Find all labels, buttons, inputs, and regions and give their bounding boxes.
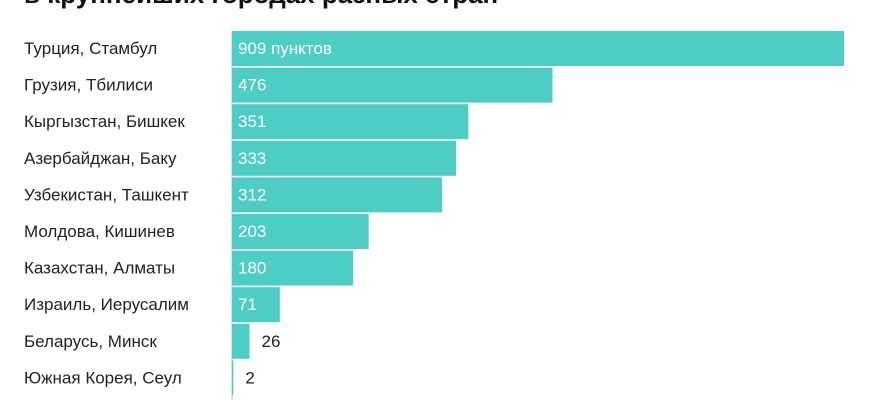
bar xyxy=(232,31,844,66)
category-label: Грузия, Тбилиси xyxy=(24,76,153,95)
value-label: 203 xyxy=(238,222,266,241)
category-label: Кыргызстан, Бишкек xyxy=(24,112,185,131)
bar xyxy=(232,67,553,103)
category-label: Беларусь, Минск xyxy=(24,332,157,351)
bar xyxy=(232,360,234,396)
chart-title: в крупнейших городах разных стран xyxy=(24,0,498,10)
bar xyxy=(232,177,443,213)
value-label: 476 xyxy=(238,76,266,95)
value-label: 312 xyxy=(238,185,266,204)
value-label: 333 xyxy=(238,149,266,168)
category-label: Молдова, Кишинев xyxy=(24,222,175,241)
category-label: Азербайджан, Баку xyxy=(24,149,177,168)
bar xyxy=(232,250,354,286)
category-label: Южная Корея, Сеул xyxy=(24,368,182,387)
value-label: 180 xyxy=(238,259,266,278)
category-label: Турция, Стамбул xyxy=(24,39,157,58)
value-label: 909 пунктов xyxy=(238,39,332,58)
bar xyxy=(232,287,280,323)
value-label: 26 xyxy=(262,332,281,351)
bar xyxy=(232,140,457,176)
bar xyxy=(232,104,469,140)
category-label: Казахстан, Алматы xyxy=(24,259,175,278)
value-label: 351 xyxy=(238,112,266,131)
bar xyxy=(232,214,369,249)
value-label: 2 xyxy=(245,368,254,387)
category-label: Узбекистан, Ташкент xyxy=(24,185,189,204)
value-label: 71 xyxy=(238,295,257,314)
bar xyxy=(232,323,250,359)
category-label: Израиль, Иерусалим xyxy=(24,295,189,314)
